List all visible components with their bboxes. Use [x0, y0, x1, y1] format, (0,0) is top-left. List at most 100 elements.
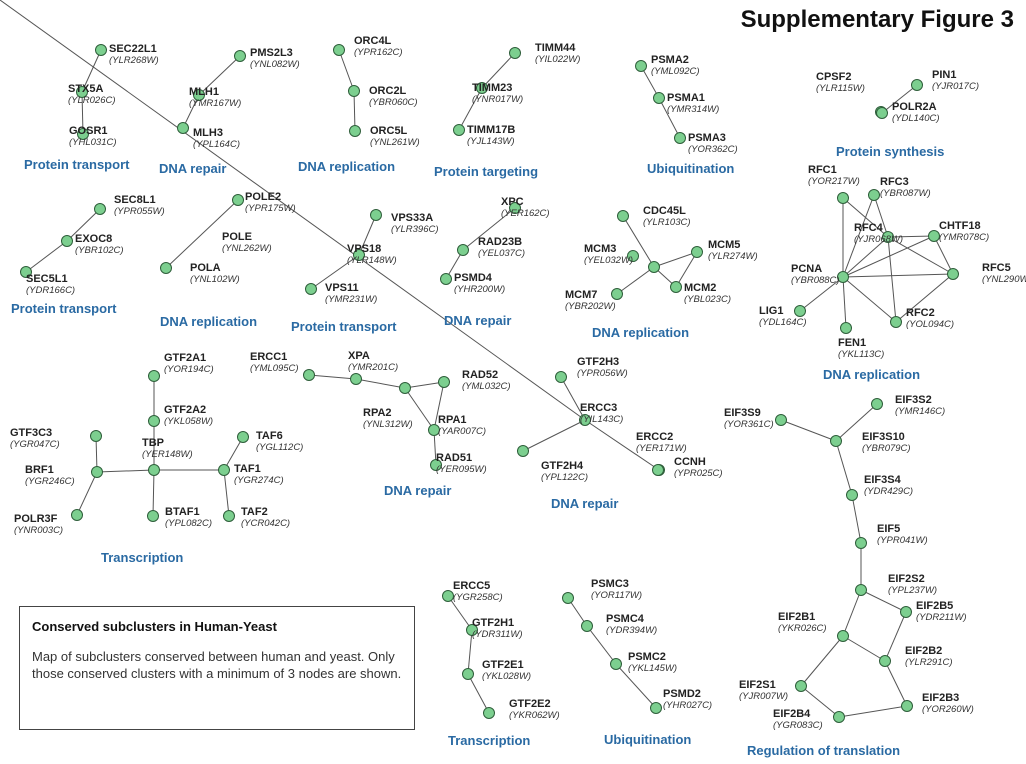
- yeast-orf-id: (YGR083C): [773, 720, 823, 731]
- gene-name: RFC2: [906, 307, 935, 319]
- node-label: GTF2E1 (YKL028W): [482, 660, 531, 682]
- cluster-caption: DNA replication: [298, 159, 396, 174]
- gene-name: BRF1: [25, 464, 54, 476]
- network-node: [830, 435, 842, 447]
- network-node: [160, 262, 172, 274]
- node-label: POLR3F (YNR003C): [14, 514, 63, 536]
- gene-name: RFC5: [982, 262, 1011, 274]
- node-label: EIF3S4 (YDR429C): [864, 475, 913, 497]
- yeast-orf-id: (YKR062W): [509, 710, 560, 721]
- node-label: GTF2A2 (YKL058W): [164, 405, 213, 427]
- network-edge: [842, 589, 862, 637]
- node-label: ERCC2 (YER171W): [636, 432, 687, 454]
- network-node: [635, 60, 647, 72]
- node-label: CHTF18 (YMR078C): [939, 221, 989, 243]
- gene-name: MCM5: [708, 239, 741, 251]
- network-node: [76, 86, 88, 98]
- cluster-caption: Protein transport: [24, 157, 130, 172]
- yeast-orf-id: (YBR088C): [791, 275, 840, 286]
- gene-name: TIMM17B: [467, 124, 516, 136]
- yeast-orf-id: (YBR202W): [565, 301, 616, 312]
- network-edge: [622, 215, 655, 268]
- network-edge: [355, 378, 406, 389]
- node-label: TAF1 (YGR274C): [234, 464, 284, 486]
- gene-name: PSMD2: [663, 688, 701, 700]
- gene-name: GTF2H1: [472, 617, 515, 629]
- gene-name: PCNA: [791, 263, 823, 275]
- network-edge: [458, 87, 483, 131]
- gene-name: RFC3: [880, 176, 909, 188]
- yeast-orf-id: (YPL122C): [541, 472, 588, 483]
- network-node: [855, 537, 867, 549]
- network-node: [430, 459, 442, 471]
- gene-name: CHTF18: [939, 220, 981, 232]
- node-label: ERCC3 (YIL143C): [580, 403, 623, 425]
- node-label: EIF3S2 (YMR146C): [895, 395, 945, 417]
- node-label: EIF2S1 (YJR007W): [739, 680, 788, 702]
- gene-name: RPA1: [438, 414, 467, 426]
- cluster-caption: Transcription: [101, 550, 184, 565]
- yeast-orf-id: (YOR194C): [164, 364, 214, 375]
- node-label: POLA (YNL102W): [190, 263, 240, 285]
- gene-name: EIF3S10: [862, 431, 905, 443]
- yeast-orf-id: (YDL140C): [892, 113, 940, 124]
- node-label: POLE2 (YPR175W): [245, 192, 296, 214]
- gene-name: POLR3F: [14, 513, 58, 525]
- gene-name: TIMM44: [535, 42, 576, 54]
- network-node: [617, 210, 629, 222]
- yeast-orf-id: (YOR117W): [591, 590, 643, 601]
- yeast-orf-id: (YDL164C): [759, 317, 807, 328]
- gene-name: RFC4: [854, 222, 883, 234]
- yeast-orf-id: (YBR060C): [369, 97, 418, 108]
- yeast-orf-id: (YIL022W): [535, 54, 581, 65]
- network-node: [650, 702, 662, 714]
- node-label: PSMC4 (YDR394W): [606, 614, 657, 636]
- network-edge: [338, 49, 355, 92]
- network-edge: [658, 97, 681, 139]
- gene-name: ERCC5: [453, 580, 491, 592]
- yeast-orf-id: (YML095C): [250, 363, 299, 374]
- yeast-orf-id: (YKL028W): [482, 671, 532, 682]
- yeast-orf-id: (YPR175W): [245, 203, 296, 214]
- node-label: TAF6 (YGL112C): [256, 431, 303, 453]
- network-node: [775, 414, 787, 426]
- network-edge: [887, 235, 935, 238]
- network-node: [837, 630, 849, 642]
- network-node: [148, 464, 160, 476]
- yeast-orf-id: (YPL082C): [165, 518, 212, 529]
- network-edge: [0, 0, 586, 421]
- gene-name: XPC: [501, 196, 524, 208]
- yeast-orf-id: (YPL237W): [888, 585, 938, 596]
- gene-name: BTAF1: [165, 506, 200, 518]
- gene-name: EIF2B1: [778, 611, 816, 623]
- network-node: [517, 445, 529, 457]
- node-label: CCNH (YPR025C): [674, 457, 723, 479]
- cluster-caption: DNA repair: [551, 496, 619, 511]
- yeast-orf-id: (YBR102C): [75, 245, 124, 256]
- node-label: ERCC5 (YGR258C): [453, 581, 503, 603]
- network-node: [457, 244, 469, 256]
- network-node: [442, 590, 454, 602]
- node-label: TIMM44 (YIL022W): [535, 43, 580, 65]
- network-node: [303, 369, 315, 381]
- gene-name: RAD51: [436, 452, 473, 464]
- network-edge: [76, 471, 98, 516]
- network-edge: [884, 660, 908, 707]
- yeast-orf-id: (YNL290W): [982, 274, 1026, 285]
- node-label: XPA (YMR201C): [348, 351, 398, 373]
- yeast-orf-id: (YMR231W): [325, 294, 378, 305]
- node-label: RPA1 (YAR007C): [438, 415, 486, 437]
- gene-name: ORC2L: [369, 85, 407, 97]
- network-edge: [404, 387, 435, 431]
- network-edge: [66, 208, 101, 242]
- yeast-orf-id: (YNR017W): [472, 94, 524, 105]
- node-label: RFC3 (YBR087W): [880, 177, 931, 199]
- network-edge: [887, 236, 897, 323]
- gene-name: EIF3S2: [895, 394, 932, 406]
- node-label: MLH1 (YMR167W): [189, 87, 241, 109]
- gene-name: ERCC2: [636, 431, 674, 443]
- network-node: [795, 680, 807, 692]
- network-edge: [616, 266, 655, 295]
- yeast-orf-id: (YJR007W): [739, 691, 789, 702]
- yeast-orf-id: (YLR103C): [643, 217, 691, 228]
